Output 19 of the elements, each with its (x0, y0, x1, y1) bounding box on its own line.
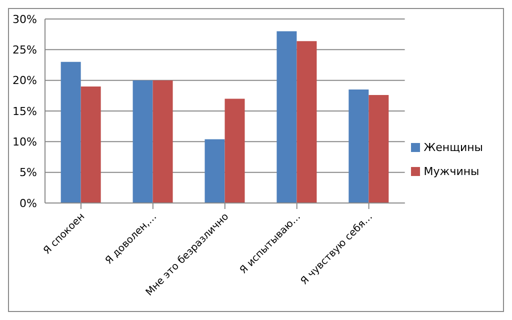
bar (204, 139, 225, 203)
legend-label: Мужчины (424, 165, 480, 178)
bar (368, 95, 389, 203)
bar (296, 41, 317, 203)
y-tick-label: 0% (20, 196, 37, 210)
y-tick-label: 5% (20, 166, 37, 180)
bar (60, 62, 81, 203)
bar (152, 80, 173, 203)
y-tick-label: 20% (12, 74, 37, 88)
bar (132, 80, 153, 203)
y-tick-label: 30% (12, 12, 37, 26)
bar (80, 86, 101, 203)
y-tick-label: 15% (12, 104, 37, 118)
bar (348, 90, 369, 203)
y-tick-label: 10% (12, 136, 37, 149)
bar (224, 98, 245, 203)
y-tick-label: 25% (12, 44, 37, 57)
bar (276, 31, 297, 203)
legend-label: Женщины (424, 141, 483, 154)
